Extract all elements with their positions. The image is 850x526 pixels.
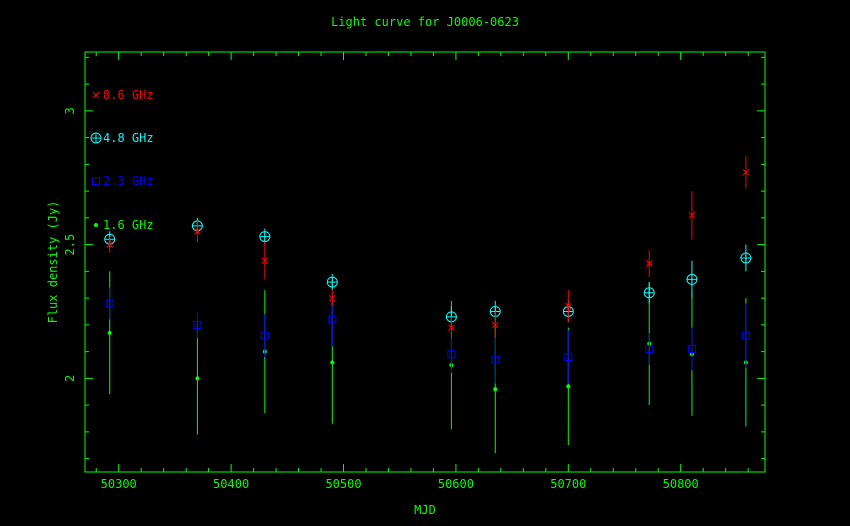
data-point [194, 227, 201, 235]
legend-marker [92, 177, 100, 185]
data-point [686, 273, 698, 285]
legend-label: 2.3 GHz [103, 174, 154, 188]
data-point [741, 331, 750, 340]
data-point [447, 350, 456, 359]
data-point [260, 331, 269, 340]
axis-ticks: 50300 50400 50500 50600 50700 50800 2 2.5 3 [63, 52, 765, 491]
data-point [330, 360, 335, 365]
series-8-6-ghz [106, 156, 750, 339]
y-tick-label: 2.5 [63, 234, 77, 256]
data-point [107, 330, 112, 335]
data-point [491, 355, 500, 364]
legend-item: 2.3 GHz [92, 174, 154, 188]
x-tick-label: 50700 [550, 477, 586, 491]
legend-label: 1.6 GHz [103, 218, 154, 232]
data-point [105, 299, 114, 308]
plot-frame [84, 51, 766, 473]
data-point [493, 387, 498, 392]
data-point [328, 315, 337, 324]
series-4-8-ghz [104, 217, 752, 328]
data-point [645, 259, 653, 267]
legend-marker [92, 91, 100, 99]
legend: 8.6 GHz 4.8 GHz 2.3 GHz 1.6 GHz [90, 88, 154, 232]
data-point [687, 344, 696, 353]
y-tick-label: 2 [63, 375, 77, 382]
data-point [448, 324, 455, 331]
x-tick-label: 50300 [101, 477, 137, 491]
data-point [195, 376, 200, 381]
data-layer [104, 156, 752, 454]
x-tick-label: 50800 [663, 477, 699, 491]
data-point [193, 320, 202, 329]
legend-marker [94, 223, 98, 227]
data-point [564, 352, 573, 361]
data-point [566, 384, 571, 389]
data-point [328, 294, 336, 302]
data-point [261, 257, 269, 265]
legend-label: 4.8 GHz [103, 131, 154, 145]
x-axis-label: MJD [414, 503, 436, 517]
series-2-3-ghz [105, 287, 750, 384]
y-axis-label: Flux density (Jy) [46, 201, 60, 324]
series-1-6-ghz [107, 271, 748, 454]
data-point [259, 231, 271, 243]
data-point [643, 287, 655, 299]
data-point [564, 302, 572, 310]
data-point [326, 276, 338, 288]
chart-title: Light curve for J0006-0623 [331, 15, 519, 29]
legend-item: 8.6 GHz [92, 88, 154, 102]
x-tick-label: 50500 [325, 477, 361, 491]
legend-item: 4.8 GHz [90, 131, 154, 145]
legend-label: 8.6 GHz [103, 88, 154, 102]
data-point [645, 344, 654, 353]
legend-marker [90, 132, 102, 144]
y-tick-label: 3 [63, 107, 77, 114]
data-point [491, 321, 499, 329]
x-tick-label: 50600 [438, 477, 474, 491]
x-tick-label: 50400 [213, 477, 249, 491]
data-point [742, 169, 750, 176]
legend-item: 1.6 GHz [94, 218, 154, 232]
data-point [688, 211, 696, 219]
data-point [740, 252, 752, 264]
data-point [106, 241, 114, 248]
